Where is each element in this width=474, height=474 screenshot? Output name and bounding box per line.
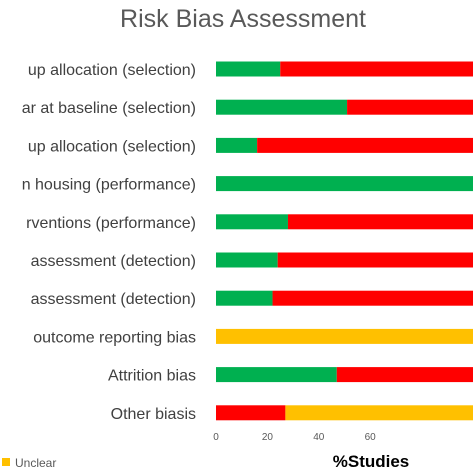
- bar-segment-series-2: [285, 405, 473, 421]
- bar-segment-series-0: [216, 99, 348, 115]
- x-tick-label: 40: [313, 432, 325, 443]
- x-axis-label: %Studies: [333, 452, 410, 471]
- bar-segment-series-0: [216, 214, 288, 230]
- category-label: assessment (detection): [31, 291, 196, 308]
- bar-segment-series-1: [216, 405, 286, 421]
- legend-label-unclear: Unclear: [15, 456, 56, 470]
- bar-segment-series-1: [287, 214, 473, 230]
- legend: Unclear: [2, 456, 56, 470]
- bar-segment-series-1: [336, 367, 473, 383]
- x-tick-label: 0: [213, 432, 219, 443]
- bar-segment-series-2: [216, 328, 473, 344]
- bar-segment-series-1: [280, 61, 473, 77]
- category-labels: up allocation (selection) ar at baseline …: [22, 62, 196, 423]
- category-label: rventions (performance): [26, 215, 196, 232]
- category-label: assessment (detection): [31, 253, 196, 270]
- bars-layer: [216, 61, 473, 421]
- x-tick-label: 20: [262, 432, 274, 443]
- bar-segment-series-0: [216, 137, 258, 153]
- bar-segment-series-1: [272, 290, 473, 306]
- bar-segment-series-0: [216, 290, 273, 306]
- bar-segment-series-0: [216, 176, 473, 192]
- bar-segment-series-1: [277, 252, 473, 268]
- category-label: up allocation (selection): [28, 62, 196, 79]
- category-label: up allocation (selection): [28, 138, 196, 155]
- bar-segment-series-0: [216, 252, 278, 268]
- bar-segment-series-0: [216, 61, 281, 77]
- legend-swatch-unclear: [2, 458, 10, 466]
- x-tick-label: 60: [365, 432, 377, 443]
- x-axis-ticks: 0 20 40 60: [213, 432, 376, 443]
- chart-title: Risk Bias Assessment: [120, 5, 366, 33]
- category-label: Attrition bias: [108, 368, 196, 385]
- category-label: Other biasis: [111, 406, 196, 423]
- bar-segment-series-1: [257, 137, 473, 153]
- category-label: n housing (performance): [22, 177, 196, 194]
- bar-segment-series-1: [347, 99, 473, 115]
- category-label: ar at baseline (selection): [22, 100, 196, 117]
- bar-segment-series-0: [216, 367, 337, 383]
- category-label: outcome reporting bias: [33, 329, 196, 346]
